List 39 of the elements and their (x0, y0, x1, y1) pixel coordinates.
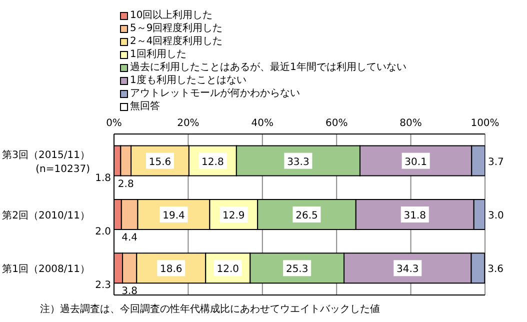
data-label: 12.9 (222, 210, 245, 222)
y-tick-label: 第3回（2015/11） (n=10237) (2, 148, 90, 175)
x-tick-label: 100% (470, 118, 500, 129)
text: 注）過去調査は、今回調査の性年代構成比にあわせてウエイトバックした値 (40, 302, 380, 316)
legend-label: 1度も利用したことはない (130, 74, 246, 87)
legend-label: 無回答 (130, 100, 160, 113)
legend-label: 10回以上利用した (130, 9, 213, 22)
data-label: 12.0 (216, 264, 240, 276)
legend-label: 5～9回程度利用した (130, 22, 223, 35)
legend-label: 2～4回程度利用した (130, 35, 223, 48)
x-tick-label: 60% (325, 118, 348, 129)
data-label: 12.8 (202, 156, 224, 168)
data-label: 15.6 (148, 156, 172, 168)
data-label: 18.6 (160, 264, 182, 276)
x-tick-label: 0% (106, 118, 122, 129)
data-label: 31.8 (404, 210, 426, 222)
legend-label: アウトレットモールが何かわからない (130, 87, 300, 100)
data-label: 3.6 (488, 264, 504, 276)
data-label: 3.7 (488, 156, 504, 168)
data-label: 33.3 (287, 156, 310, 168)
x-tick-label: 80% (400, 118, 422, 129)
data-label: 34.3 (396, 264, 419, 276)
data-label: 3.8 (122, 286, 138, 298)
y-tick-label: 第2回（2010/11） (2, 210, 90, 222)
data-label: 2.8 (118, 178, 134, 190)
legend-label: 過去に利用したことはあるが、最近1年間では利用していない (130, 61, 406, 74)
data-label: 4.4 (122, 232, 138, 244)
data-label: 26.5 (296, 210, 318, 222)
y-tick-label: 第1回（2008/11） (2, 263, 90, 276)
data-label: 19.4 (162, 210, 185, 222)
legend-label: 1回利用した (130, 48, 186, 61)
x-tick-label: 20% (177, 118, 200, 129)
data-label: 3.0 (488, 210, 504, 222)
x-tick-label: 40% (251, 118, 274, 129)
data-label: 30.1 (404, 156, 427, 168)
data-label: 2.0 (95, 226, 111, 238)
data-label: 2.3 (95, 280, 111, 292)
data-label: 1.8 (95, 172, 111, 184)
data-label: 25.3 (286, 264, 308, 276)
